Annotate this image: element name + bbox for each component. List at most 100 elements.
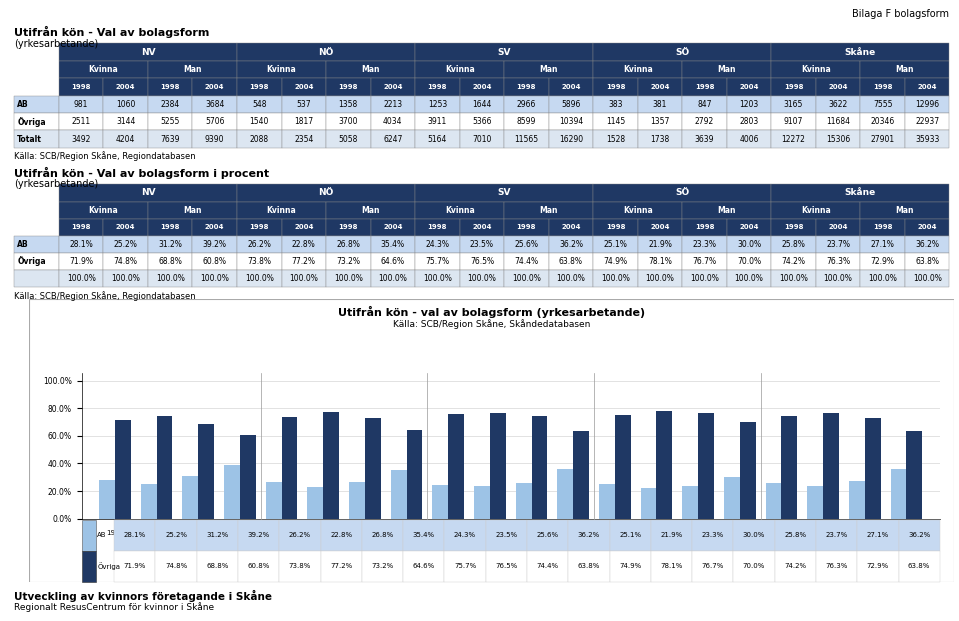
Bar: [240, 435, 256, 519]
Bar: [594, 184, 771, 201]
Bar: [816, 130, 860, 148]
Bar: [816, 253, 860, 270]
Bar: [816, 551, 857, 582]
Text: 2004: 2004: [148, 530, 165, 536]
Text: 5706: 5706: [205, 117, 224, 126]
Text: 1540: 1540: [249, 117, 269, 126]
Text: 100.0%: 100.0%: [111, 274, 140, 283]
Text: 24.3%: 24.3%: [454, 532, 476, 538]
Bar: [860, 113, 905, 130]
Bar: [816, 219, 860, 235]
Bar: [692, 520, 734, 551]
Text: 27.1%: 27.1%: [871, 240, 895, 248]
Text: 3639: 3639: [694, 135, 714, 143]
Text: AB: AB: [17, 100, 29, 109]
Text: 68.8%: 68.8%: [206, 563, 228, 569]
Bar: [362, 520, 403, 551]
Bar: [104, 130, 148, 148]
Text: 100.0%: 100.0%: [601, 274, 630, 283]
Bar: [148, 253, 193, 270]
Text: 100.0%: 100.0%: [735, 274, 763, 283]
Text: 1253: 1253: [428, 100, 447, 109]
Bar: [573, 431, 589, 519]
Text: Kvinna: Kvinna: [622, 206, 653, 214]
Bar: [549, 78, 594, 96]
Bar: [905, 253, 949, 270]
Text: 1998: 1998: [339, 224, 358, 230]
Text: 2004: 2004: [739, 84, 759, 90]
Bar: [682, 61, 771, 78]
Bar: [104, 235, 148, 253]
Bar: [638, 130, 682, 148]
Text: SV: SV: [505, 571, 516, 579]
Bar: [771, 219, 816, 235]
Text: 23.5%: 23.5%: [470, 240, 494, 248]
Text: 31.2%: 31.2%: [158, 240, 182, 248]
Text: 100.0%: 100.0%: [913, 274, 942, 283]
Text: 10394: 10394: [559, 117, 583, 126]
Bar: [114, 520, 155, 551]
Bar: [860, 253, 905, 270]
Text: 381: 381: [653, 100, 667, 109]
Bar: [905, 78, 949, 96]
Text: 27901: 27901: [871, 135, 895, 143]
Bar: [156, 415, 173, 519]
Text: 26.2%: 26.2%: [247, 240, 271, 248]
Bar: [734, 520, 775, 551]
Text: 1998: 1998: [690, 530, 707, 536]
Text: 2354: 2354: [294, 135, 314, 143]
Bar: [771, 130, 816, 148]
Text: 2004: 2004: [829, 224, 848, 230]
Bar: [238, 520, 279, 551]
Text: 3144: 3144: [116, 117, 135, 126]
Text: 76.3%: 76.3%: [826, 563, 848, 569]
Bar: [415, 253, 459, 270]
Bar: [415, 113, 459, 130]
Text: 25.6%: 25.6%: [514, 240, 538, 248]
Bar: [370, 219, 415, 235]
Text: SÖ: SÖ: [675, 48, 690, 57]
Bar: [237, 201, 326, 219]
Bar: [326, 201, 415, 219]
Text: 1998: 1998: [523, 530, 541, 536]
Text: 25.2%: 25.2%: [114, 240, 138, 248]
Text: 25.8%: 25.8%: [782, 240, 806, 248]
Text: 23.7%: 23.7%: [826, 532, 848, 538]
Text: Kvinna: Kvinna: [267, 206, 296, 214]
Bar: [282, 235, 326, 253]
Text: 2004: 2004: [647, 530, 666, 536]
Bar: [148, 219, 193, 235]
Text: 100.0%: 100.0%: [67, 274, 96, 283]
Text: 26.8%: 26.8%: [337, 240, 361, 248]
Text: 100.0%: 100.0%: [467, 274, 497, 283]
Bar: [403, 551, 444, 582]
Text: 76.7%: 76.7%: [702, 563, 724, 569]
Text: 1998: 1998: [71, 84, 91, 90]
Text: 1998: 1998: [439, 530, 457, 536]
Text: 1060: 1060: [116, 100, 135, 109]
Text: 68.8%: 68.8%: [158, 257, 182, 266]
Text: 63.8%: 63.8%: [559, 257, 583, 266]
Bar: [459, 113, 504, 130]
Bar: [782, 416, 797, 519]
Bar: [594, 253, 638, 270]
Bar: [906, 431, 923, 519]
Text: Kvinna: Kvinna: [801, 65, 830, 74]
Text: 2004: 2004: [918, 84, 937, 90]
Bar: [370, 130, 415, 148]
Text: 25.8%: 25.8%: [784, 532, 807, 538]
Bar: [390, 470, 407, 519]
Bar: [860, 235, 905, 253]
Bar: [415, 270, 459, 287]
Text: Bilaga F bolagsform: Bilaga F bolagsform: [853, 9, 949, 19]
Text: 73.8%: 73.8%: [289, 563, 311, 569]
Bar: [891, 469, 906, 519]
Text: 5058: 5058: [339, 135, 358, 143]
Bar: [657, 411, 672, 519]
Text: 74.4%: 74.4%: [536, 563, 559, 569]
Bar: [771, 113, 816, 130]
Bar: [504, 78, 549, 96]
Text: 1738: 1738: [650, 135, 669, 143]
Bar: [415, 184, 594, 201]
Text: Källa: SCB/Region Skåne, Skåndedatabasen: Källa: SCB/Region Skåne, Skåndedatabasen: [393, 319, 590, 329]
